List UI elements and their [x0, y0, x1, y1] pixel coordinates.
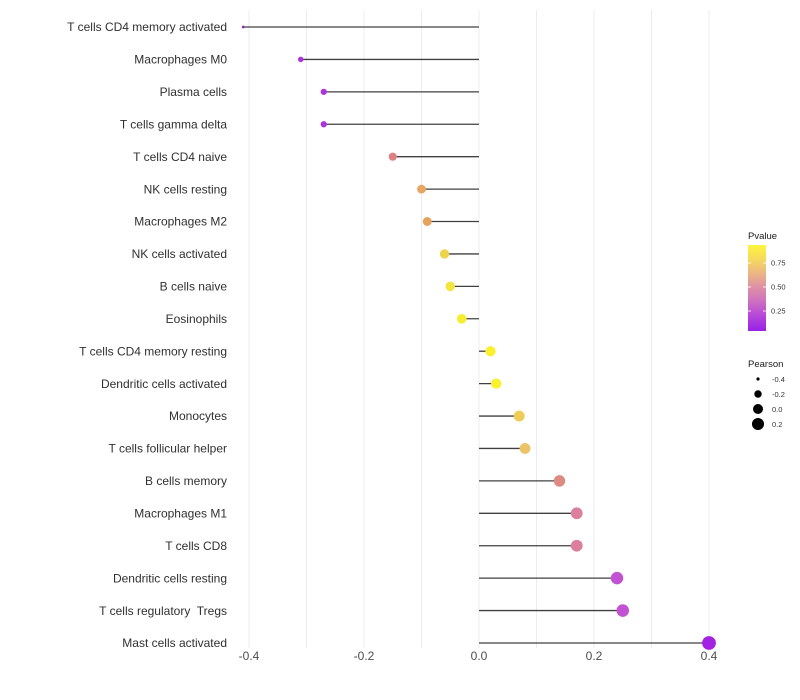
category-label: T cells follicular helper	[109, 442, 228, 456]
category-label: B cells naive	[160, 280, 228, 294]
lollipop-dot	[610, 571, 624, 585]
category-label: Dendritic cells activated	[101, 377, 227, 391]
category-label: B cells memory	[145, 474, 227, 488]
lollipop-row: B cells naive	[160, 280, 479, 294]
pvalue-colorbar	[748, 245, 766, 331]
lollipop-row: T cells CD8	[165, 539, 583, 553]
pearson-legend-dot	[756, 377, 760, 381]
category-label: NK cells resting	[144, 182, 227, 196]
lollipop-row: Macrophages M2	[134, 215, 479, 229]
lollipop-row: Dendritic cells activated	[101, 377, 502, 391]
lollipop-dot	[570, 507, 583, 520]
x-tick-label: 0.2	[586, 649, 603, 663]
lollipop-dot	[241, 25, 245, 29]
lollipop-dot	[553, 475, 566, 487]
pearson-legend-dot	[752, 403, 764, 415]
category-label: Plasma cells	[160, 85, 227, 99]
lollipop-row: Dendritic cells resting	[113, 571, 624, 585]
gridlines-group	[248, 10, 710, 648]
category-label: NK cells activated	[132, 247, 227, 261]
pvalue-tick-label: 0.50	[771, 283, 786, 292]
category-label: Macrophages M1	[134, 507, 227, 521]
lollipop-dot	[297, 56, 304, 63]
pearson-legend-dot	[754, 390, 762, 398]
lollipop-row: Macrophages M1	[134, 507, 583, 521]
pearson-legend-label: -0.2	[772, 390, 785, 399]
category-label: T cells CD4 naive	[133, 150, 227, 164]
pearson-legend-dot	[751, 417, 765, 431]
category-label: T cells gamma delta	[120, 117, 227, 131]
category-label: T cells regulatory Tregs	[99, 604, 227, 618]
pvalue-tick-label: 0.25	[771, 307, 786, 316]
lollipop-dot	[456, 313, 467, 324]
pvalue-colorbar-tick	[748, 310, 751, 312]
lollipop-dot	[491, 378, 502, 389]
lollipop-dot	[320, 88, 327, 95]
lollipop-row: Monocytes	[169, 409, 525, 423]
category-label: Mast cells activated	[122, 636, 227, 650]
x-tick-label: 0.0	[471, 649, 488, 663]
category-label: Dendritic cells resting	[113, 571, 227, 585]
x-tick-label: -0.4	[239, 649, 260, 663]
lollipop-row: T cells CD4 memory resting	[79, 344, 496, 358]
pearson-legend-label: 0.0	[772, 405, 782, 414]
lollipop-row: B cells memory	[145, 474, 566, 488]
lollipop-row: Mast cells activated	[122, 636, 716, 650]
lollipop-row: NK cells resting	[144, 182, 479, 196]
x-tick-label: 0.4	[701, 649, 718, 663]
category-label: Eosinophils	[166, 312, 227, 326]
lollipop-row: T cells CD4 naive	[133, 150, 479, 164]
category-label: T cells CD8	[165, 539, 227, 553]
pvalue-tick-label: 0.75	[771, 259, 786, 268]
lollipop-dot	[445, 281, 455, 292]
lollipop-dot	[485, 346, 496, 357]
lollipop-dot	[513, 410, 525, 422]
lollipop-dot	[388, 152, 397, 161]
lollipop-row: Plasma cells	[160, 85, 479, 99]
lollipop-row: Eosinophils	[166, 312, 479, 326]
pvalue-colorbar-tick	[763, 286, 766, 288]
lollipop-dot	[570, 539, 583, 552]
pvalue-legend-title: Pvalue	[748, 231, 777, 242]
x-tick-label: -0.2	[354, 649, 375, 663]
pvalue-colorbar-tick	[748, 262, 751, 264]
lollipop-dot	[422, 217, 432, 226]
category-label: Monocytes	[169, 409, 227, 423]
lollipop-dot	[519, 443, 531, 454]
category-label: Macrophages M0	[134, 53, 227, 67]
lollipop-dot	[702, 636, 716, 650]
lollipop-row: Macrophages M0	[134, 53, 479, 67]
lollipop-dot	[616, 604, 630, 617]
pvalue-colorbar-tick	[763, 262, 766, 264]
lollipop-row: T cells gamma delta	[120, 117, 479, 131]
lollipop-row: T cells regulatory Tregs	[99, 604, 630, 618]
pvalue-colorbar-tick	[763, 310, 766, 312]
lollipop-dot	[439, 249, 450, 259]
pvalue-colorbar-tick	[748, 286, 751, 288]
category-label: T cells CD4 memory resting	[79, 344, 227, 358]
category-label: T cells CD4 memory activated	[67, 20, 227, 34]
lollipop-dot	[417, 184, 426, 194]
pearson-legend-label: -0.4	[772, 375, 785, 384]
category-label: Macrophages M2	[134, 215, 227, 229]
lollipop-row: T cells follicular helper	[109, 442, 531, 456]
lollipop-row: T cells CD4 memory activated	[67, 20, 479, 34]
lollipop-dot	[320, 121, 327, 128]
pearson-legend-title: Pearson	[748, 359, 783, 370]
lollipop-row: NK cells activated	[132, 247, 479, 261]
pearson-legend-label: 0.2	[772, 420, 782, 429]
